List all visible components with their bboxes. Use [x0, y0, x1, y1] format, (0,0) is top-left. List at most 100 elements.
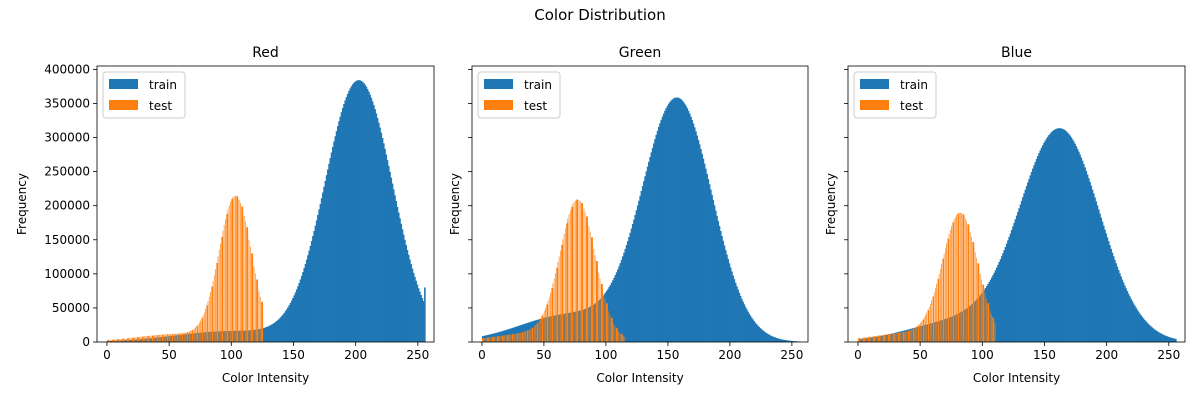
bar-test: [212, 281, 214, 342]
bar-train: [410, 264, 412, 342]
bar-train: [1060, 128, 1063, 342]
bar-train: [891, 333, 894, 342]
bar-test: [905, 331, 906, 342]
bar-test: [610, 317, 613, 342]
panel-title-blue: Blue: [1001, 45, 1032, 61]
bar-train: [230, 330, 232, 342]
bar-test: [604, 298, 606, 342]
bar-train: [781, 339, 784, 342]
bar-test: [857, 338, 860, 342]
bar-test: [502, 335, 504, 342]
bar-test: [202, 315, 204, 342]
bar-test: [563, 233, 565, 342]
bar-test: [903, 331, 905, 342]
bar-test: [123, 338, 124, 342]
bar-test: [500, 335, 502, 342]
bar-train: [1017, 211, 1019, 342]
bar-train: [607, 289, 609, 342]
y-axis-label: Frequency: [448, 173, 462, 235]
bar-train: [540, 318, 542, 342]
bar-test: [956, 214, 957, 342]
bar-train: [943, 319, 946, 342]
bar-train: [900, 331, 902, 342]
bar-train: [419, 291, 421, 342]
bar-train: [233, 330, 236, 342]
bar-train: [886, 334, 889, 342]
bar-test: [622, 335, 623, 342]
bar-train: [520, 325, 522, 342]
legend-swatch-train: [860, 79, 889, 89]
bar-train: [1007, 240, 1009, 342]
bar-test: [191, 330, 194, 342]
bar-test: [187, 331, 189, 342]
bar-train: [786, 340, 789, 342]
bar-test: [529, 329, 530, 342]
bar-test: [152, 335, 154, 342]
bar-train: [258, 329, 261, 342]
bar-train: [1065, 131, 1068, 342]
bar-train: [630, 228, 633, 342]
bar-train: [499, 331, 501, 342]
bar-train: [264, 327, 267, 342]
bar-test: [576, 199, 579, 342]
bar-train: [1155, 330, 1157, 342]
bar-test: [530, 328, 531, 342]
bar-train: [577, 311, 579, 342]
x-tick-label: 100: [220, 348, 243, 362]
bar-train: [338, 121, 340, 342]
bar-train: [746, 309, 748, 342]
bar-test: [943, 253, 945, 342]
bar-test: [951, 225, 952, 342]
bar-train: [1034, 162, 1037, 342]
bar-test: [124, 338, 126, 342]
bar-train: [986, 286, 988, 342]
bar-train: [747, 311, 749, 342]
bar-test: [902, 332, 905, 342]
bar-test: [603, 294, 605, 342]
bar-test: [240, 202, 241, 342]
bar-test: [586, 216, 588, 342]
legend-label-train: train: [900, 78, 928, 92]
bar-test: [527, 330, 529, 342]
bar-train: [337, 126, 339, 343]
bar-test: [493, 336, 494, 342]
bar-test: [481, 338, 484, 342]
bar-test: [491, 337, 494, 342]
bar-train: [223, 331, 226, 342]
bar-train: [287, 307, 289, 342]
bar-train: [502, 330, 505, 342]
bar-train: [946, 318, 948, 342]
legend-swatch-train: [484, 79, 513, 89]
bar-test: [547, 300, 549, 342]
x-tick-label: 50: [912, 348, 927, 362]
bar-train: [1127, 293, 1130, 342]
bar-train: [928, 323, 931, 342]
bar-test: [198, 322, 200, 342]
bar-train: [415, 280, 417, 342]
bar-test: [161, 334, 164, 342]
bar-train: [791, 341, 794, 342]
bar-train: [529, 322, 531, 342]
bar-train: [422, 301, 425, 342]
bar-train: [268, 325, 271, 342]
bar-test: [543, 310, 545, 342]
bar-train: [755, 324, 758, 342]
bar-train: [365, 86, 368, 342]
bar-train: [1121, 279, 1124, 342]
bar-train: [290, 300, 293, 342]
bar-test: [186, 332, 189, 342]
bar-train: [895, 332, 897, 342]
bar-train: [406, 249, 409, 342]
bar-train: [1024, 189, 1027, 342]
bar-train: [992, 275, 994, 342]
bar-train: [249, 330, 252, 342]
bar-train: [304, 263, 307, 342]
bar-train: [282, 314, 284, 342]
bar-train: [778, 338, 780, 342]
bar-test: [521, 332, 524, 342]
bar-train: [604, 292, 607, 342]
bar-train: [789, 340, 791, 342]
bar-train: [715, 210, 717, 342]
bar-train: [617, 269, 619, 342]
bar-train: [1013, 222, 1015, 342]
